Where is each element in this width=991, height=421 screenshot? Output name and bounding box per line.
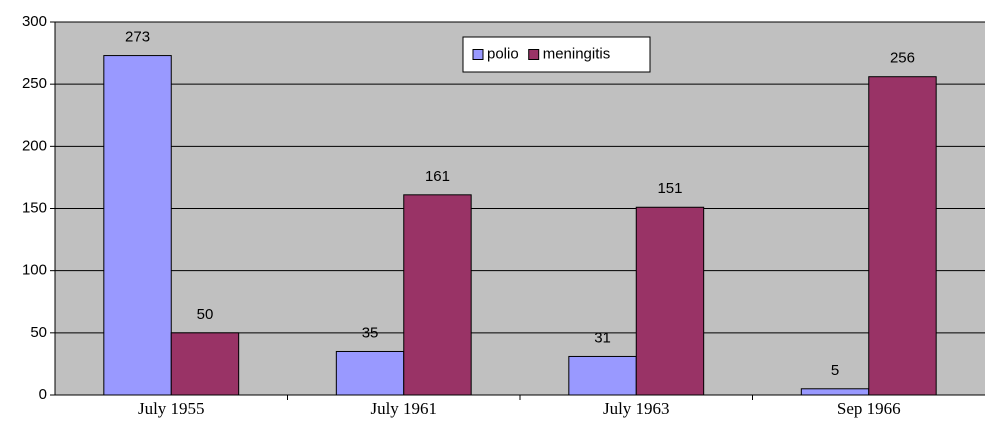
bar xyxy=(335,350,405,396)
bar xyxy=(635,206,705,396)
data-label: 273 xyxy=(125,29,150,46)
y-tick-label: 0 xyxy=(39,386,47,403)
data-label: 151 xyxy=(657,180,682,197)
bar xyxy=(800,388,870,396)
bar xyxy=(568,355,637,396)
x-tick-label: Sep 1966 xyxy=(837,399,901,418)
data-label: 5 xyxy=(831,362,839,379)
y-tick-label: 300 xyxy=(22,13,47,30)
y-tick-label: 150 xyxy=(22,199,47,216)
data-label: 50 xyxy=(197,306,214,323)
data-label: 161 xyxy=(425,168,450,185)
legend-swatch xyxy=(472,49,484,60)
x-tick-label: July 1955 xyxy=(138,399,205,418)
bar xyxy=(403,194,472,396)
y-tick-label: 100 xyxy=(22,262,47,279)
data-label: 256 xyxy=(890,50,915,67)
y-tick-label: 50 xyxy=(30,324,47,341)
x-tick-label: July 1961 xyxy=(370,399,437,418)
legend-swatch xyxy=(528,49,540,60)
legend-label: meningitis xyxy=(543,45,611,62)
data-label: 35 xyxy=(362,324,379,341)
bar xyxy=(170,332,240,396)
y-tick-label: 250 xyxy=(22,75,47,92)
legend-box xyxy=(462,36,651,73)
legend-label: polio xyxy=(487,45,519,62)
data-label: 31 xyxy=(594,329,611,346)
bar xyxy=(103,55,172,396)
x-tick-label: July 1963 xyxy=(603,399,670,418)
bar xyxy=(868,76,937,396)
y-tick-label: 200 xyxy=(22,137,47,154)
